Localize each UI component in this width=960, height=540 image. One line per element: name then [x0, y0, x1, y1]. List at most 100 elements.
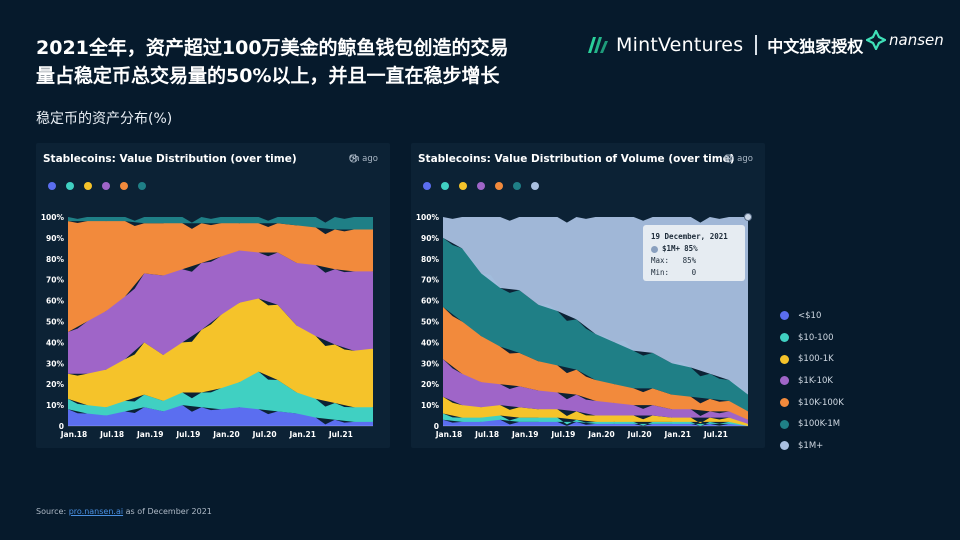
x-tick-label: Jan.19 — [511, 430, 538, 439]
y-tick-label: 20% — [421, 380, 439, 389]
y-tick-label: 50% — [46, 318, 64, 327]
area-series[interactable] — [443, 415, 748, 426]
y-tick-label: 30% — [421, 359, 439, 368]
y-tick-label: 60% — [421, 297, 439, 306]
y-tick-label: 100% — [416, 213, 440, 222]
x-tick-label: Jan.18 — [435, 430, 462, 439]
area-series[interactable] — [443, 396, 748, 426]
y-tick-label: 40% — [421, 338, 439, 347]
series-dot[interactable] — [102, 182, 110, 190]
series-dot[interactable] — [423, 182, 431, 190]
y-tick-label: 10% — [46, 401, 64, 410]
y-tick-label: 60% — [46, 297, 64, 306]
chart-panel-volume-distribution: Stablecoins: Value Distribution of Volum… — [411, 143, 765, 448]
series-dot[interactable] — [459, 182, 467, 190]
y-tick-label: 20% — [46, 380, 64, 389]
y-tick-label: 10% — [421, 401, 439, 410]
refresh-clock-icon — [724, 154, 733, 163]
x-tick-label: Jan.21 — [664, 430, 691, 439]
tooltip-min-label: Min: — [651, 268, 670, 277]
legend-label: $100-1K — [798, 354, 834, 365]
legend-item[interactable]: $100-1K — [780, 348, 844, 370]
legend-item[interactable]: $100K-1M — [780, 413, 844, 435]
chart-tooltip: 19 December, 2021 $1M+ 85% Max: 85% Min:… — [643, 225, 745, 281]
area-series[interactable] — [68, 371, 373, 422]
source-prefix: Source: — [36, 507, 67, 516]
y-tick-label: 0 — [59, 422, 64, 431]
y-tick-label: 70% — [46, 276, 64, 285]
legend-swatch — [780, 354, 789, 364]
series-dot[interactable] — [120, 182, 128, 190]
series-dot[interactable] — [48, 182, 56, 190]
legend-item[interactable]: <$10 — [780, 305, 844, 327]
tooltip-min: 0 — [691, 268, 697, 277]
chart-title: Stablecoins: Value Distribution (over ti… — [43, 153, 297, 165]
x-tick-label: Jul.19 — [175, 430, 200, 439]
area-series[interactable] — [68, 217, 373, 230]
y-tick-label: 50% — [421, 318, 439, 327]
brand-separator — [755, 35, 758, 55]
partner-name: nansen — [889, 31, 944, 49]
brand-tag: 中文独家授权 — [767, 37, 864, 56]
legend-label: <$10 — [798, 310, 822, 321]
x-tick-label: Jul.21 — [703, 430, 728, 439]
tooltip-max-label: Max: — [651, 256, 670, 265]
area-series[interactable] — [443, 306, 748, 420]
series-dot[interactable] — [138, 182, 146, 190]
y-tick-label: 70% — [421, 276, 439, 285]
legend-label: $100K-1M — [798, 419, 841, 430]
area-series[interactable] — [68, 294, 373, 408]
area-series[interactable] — [68, 245, 373, 374]
tooltip-series: $1M+ — [662, 244, 681, 253]
legend-item[interactable]: $10K-100K — [780, 392, 844, 414]
tooltip-series-dot — [651, 245, 658, 253]
legend-swatch — [780, 376, 789, 386]
partner-logo: nansen — [866, 30, 944, 50]
y-tick-label: 80% — [421, 255, 439, 264]
series-dots — [48, 182, 146, 190]
series-dot[interactable] — [513, 182, 521, 190]
y-tick-label: 90% — [421, 234, 439, 243]
brand-name: MintVentures — [616, 34, 744, 56]
headline-line-1: 2021全年，资产超过100万美金的鲸鱼钱包创造的交易 — [36, 37, 509, 59]
x-tick-label: Jul.19 — [550, 430, 575, 439]
legend-item[interactable]: $10-100 — [780, 327, 844, 349]
chart-title: Stablecoins: Value Distribution of Volum… — [418, 153, 735, 165]
legend-swatch — [780, 441, 789, 451]
refresh-clock-icon — [349, 154, 358, 163]
legend-label: $10-100 — [798, 332, 834, 343]
legend-label: $1M+ — [798, 440, 824, 451]
source-note: Source: pro.nansen.ai as of December 202… — [36, 507, 212, 516]
tooltip-min-row: Min: 0 — [651, 267, 737, 279]
series-dot[interactable] — [441, 182, 449, 190]
series-dot[interactable] — [495, 182, 503, 190]
brand-logo: MintVentures 中文独家授权 — [586, 32, 863, 58]
area-series[interactable] — [443, 359, 748, 424]
x-tick-label: Jul.18 — [474, 430, 499, 439]
series-dot[interactable] — [66, 182, 74, 190]
series-dot[interactable] — [477, 182, 485, 190]
updated-label: 6h ago — [348, 154, 378, 164]
y-tick-label: 90% — [46, 234, 64, 243]
source-link[interactable]: pro.nansen.ai — [68, 507, 124, 516]
x-tick-label: Jan.20 — [212, 430, 239, 439]
legend-item[interactable]: $1M+ — [780, 435, 844, 457]
tooltip-max: 85% — [682, 256, 697, 265]
area-series[interactable] — [443, 237, 748, 412]
legend-item[interactable]: $1K-10K — [780, 370, 844, 392]
mint-ventures-logo-icon — [588, 37, 608, 53]
area-series[interactable] — [68, 402, 373, 426]
series-dot[interactable] — [531, 182, 539, 190]
legend-swatch — [780, 333, 789, 343]
area-series[interactable] — [443, 410, 748, 426]
series-dot[interactable] — [84, 182, 92, 190]
chart-legend: <$10 $10-100 $100-1K $1K-10K $10K-100K $100K-… — [780, 305, 844, 457]
x-tick-label: Jul.20 — [627, 430, 652, 439]
source-suffix: as of December 2021 — [125, 507, 212, 516]
y-tick-label: 30% — [46, 359, 64, 368]
x-tick-label: Jan.18 — [60, 430, 87, 439]
stacked-area-chart: 0 10% 20% 30% 40% 50% 60% 70% 80% 90% 100% Jan.18 Ju… — [416, 213, 752, 439]
hover-marker — [744, 213, 752, 221]
area-series[interactable] — [68, 217, 373, 332]
tooltip-date: 19 December, 2021 — [651, 232, 728, 241]
